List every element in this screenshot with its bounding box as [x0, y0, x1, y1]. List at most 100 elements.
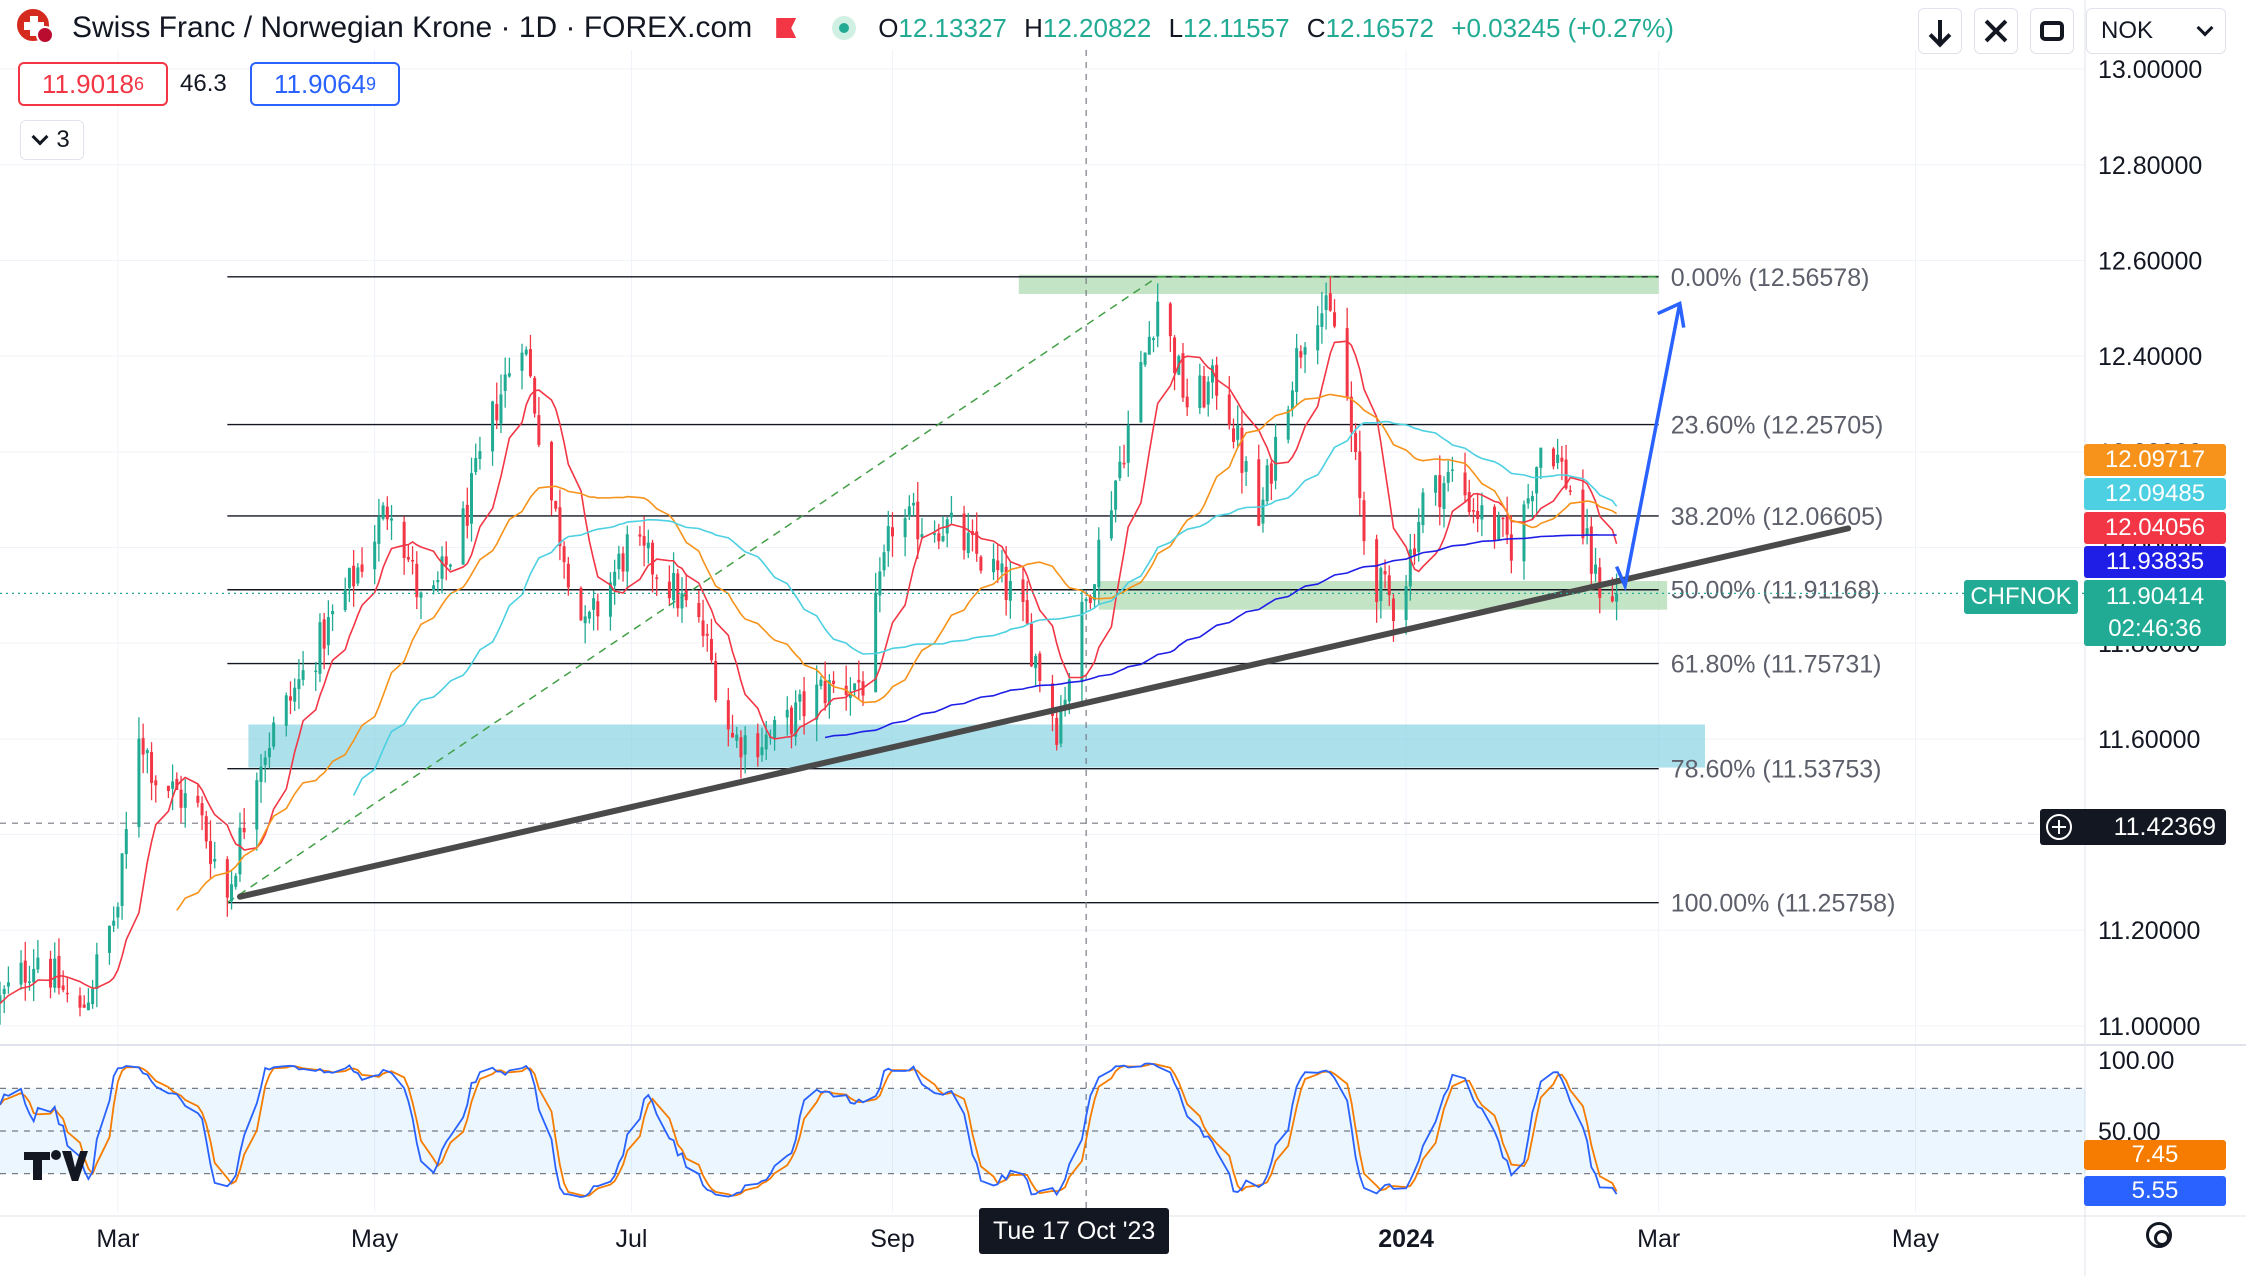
time-axis-label: May [1892, 1225, 1940, 1253]
candle-body [697, 603, 701, 618]
candle-body [465, 504, 469, 526]
crosshair-plus-icon[interactable] [2046, 814, 2072, 840]
candle-body [596, 601, 600, 617]
candle-body [794, 702, 798, 737]
candle-body [962, 513, 966, 551]
candle-body [293, 687, 297, 702]
candle-body [124, 829, 128, 855]
candle-body [853, 683, 857, 691]
candle-body [920, 534, 924, 538]
candle-body [1080, 601, 1084, 682]
candle-body [301, 670, 305, 680]
fib-level-label: 0.00% (12.56578) [1671, 264, 1870, 292]
candle-body [225, 859, 229, 898]
candle-body [419, 592, 423, 598]
candle-body [558, 507, 562, 547]
candle-body [61, 985, 65, 990]
price-tick-label: 12.60000 [2098, 247, 2202, 275]
candle-body [507, 373, 511, 377]
candle-body [1480, 505, 1484, 520]
candle-body [1564, 459, 1568, 489]
price-tick-label: 11.00000 [2098, 1013, 2200, 1041]
countdown: 02:46:36 [2108, 615, 2202, 642]
fullscreen-button[interactable] [1974, 8, 2018, 54]
fib-trend-line [226, 276, 1159, 904]
crosshair-price-tag[interactable]: 11.42369 [2040, 809, 2226, 845]
candle-body [1505, 516, 1509, 535]
indicators-toggle[interactable]: 3 [20, 120, 84, 160]
candle-body [832, 680, 836, 685]
candle-body [739, 737, 743, 758]
trendline [236, 525, 1852, 900]
candle-body [1556, 454, 1560, 464]
tradingview-logo-icon[interactable] [24, 1148, 88, 1182]
sell-button[interactable]: 11.9018 6 [18, 62, 168, 106]
candle-body [1303, 347, 1307, 355]
candle-body [255, 780, 259, 830]
candle-body [1610, 596, 1614, 602]
candle-body [385, 506, 389, 520]
candle-body [1198, 375, 1202, 409]
candle-body [672, 572, 676, 601]
candle-body [200, 803, 204, 816]
candle-body [638, 534, 642, 537]
candle-body [1261, 499, 1265, 524]
candle-body [1354, 433, 1358, 452]
candle-body [1126, 425, 1130, 463]
candle-body [520, 352, 524, 371]
candle-body [907, 506, 911, 517]
candle-body [137, 738, 141, 827]
alert-icon[interactable] [776, 18, 797, 38]
candle-body [996, 560, 1000, 571]
candle-body [373, 541, 377, 570]
candle-body [1434, 475, 1438, 493]
candle-body [1526, 498, 1530, 504]
candle-body [78, 995, 82, 1008]
candle-body [120, 853, 124, 907]
download-button[interactable] [1918, 8, 1962, 54]
candle-body [1063, 699, 1067, 707]
candle-body [284, 695, 288, 726]
moving-average-line [352, 420, 1618, 796]
candle-body [1539, 447, 1543, 468]
candle-body [1585, 528, 1589, 536]
candle-body [789, 707, 793, 735]
candle-body [966, 532, 970, 554]
buy-button[interactable]: 11.9064 9 [250, 62, 400, 106]
candle-body [499, 394, 503, 424]
candle-body [95, 954, 99, 989]
currency-select[interactable]: NOK [2086, 8, 2226, 54]
candle-body [1156, 301, 1160, 337]
candle-body [1067, 679, 1071, 702]
candle-body [528, 349, 532, 377]
candle-body [1122, 462, 1126, 465]
candle-body [646, 542, 650, 549]
candle-body [1147, 336, 1151, 355]
candle-body [478, 451, 482, 459]
price-tick-label: 12.40000 [2098, 343, 2202, 371]
candle-body [1029, 623, 1033, 667]
flag-icon [16, 8, 56, 48]
candle-body [1299, 351, 1303, 358]
candle-body [352, 565, 356, 587]
candle-body [356, 567, 360, 584]
candle-body [1522, 504, 1526, 562]
candle-body [1471, 510, 1475, 512]
settings-icon[interactable] [2146, 1222, 2172, 1248]
candle-body [878, 571, 882, 596]
candle-body [53, 958, 57, 988]
candle-body [171, 781, 175, 789]
candle-body [1025, 600, 1029, 624]
candle-body [0, 995, 2, 1004]
candle-body [213, 859, 217, 862]
candle-body [2, 988, 6, 995]
symbol-title[interactable]: Swiss Franc / Norwegian Krone · 1D · FOR… [72, 11, 753, 44]
candle-body [1093, 584, 1097, 601]
candle-body [1551, 448, 1555, 467]
candle-body [916, 501, 920, 540]
candle-body [617, 553, 621, 570]
candle-body [1274, 436, 1278, 481]
snapshot-button[interactable] [2030, 8, 2074, 54]
